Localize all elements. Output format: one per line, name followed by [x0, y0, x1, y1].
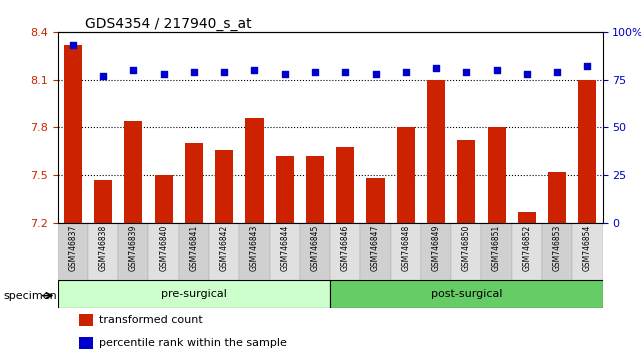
Bar — [154, 175, 172, 223]
Text: GSM746845: GSM746845 — [310, 225, 319, 271]
Bar — [518, 212, 536, 223]
Bar — [58, 223, 88, 280]
Bar — [481, 223, 512, 280]
Text: GSM746852: GSM746852 — [522, 225, 531, 271]
Bar — [330, 223, 360, 280]
Bar — [58, 280, 330, 308]
Bar — [548, 172, 566, 223]
Text: pre-surgical: pre-surgical — [161, 289, 227, 299]
Point — [98, 73, 108, 79]
Text: GSM746853: GSM746853 — [553, 225, 562, 271]
Bar — [276, 156, 294, 223]
Point — [370, 71, 381, 77]
Point — [492, 67, 502, 73]
Text: GSM746837: GSM746837 — [69, 225, 78, 271]
Text: GSM746839: GSM746839 — [129, 225, 138, 271]
Bar — [88, 223, 118, 280]
Bar — [209, 223, 239, 280]
Bar — [427, 80, 445, 223]
Point — [340, 69, 351, 75]
Bar — [390, 223, 421, 280]
Text: transformed count: transformed count — [99, 315, 203, 325]
Bar — [124, 121, 142, 223]
Point — [158, 71, 169, 77]
Bar — [360, 223, 390, 280]
Text: GSM746851: GSM746851 — [492, 225, 501, 271]
Bar — [179, 223, 209, 280]
Bar — [185, 143, 203, 223]
Bar — [488, 127, 506, 223]
Bar — [542, 223, 572, 280]
Point — [461, 69, 471, 75]
Bar — [239, 223, 270, 280]
Bar — [578, 80, 597, 223]
Point — [431, 65, 441, 71]
Text: GSM746850: GSM746850 — [462, 225, 471, 271]
Text: GSM746840: GSM746840 — [159, 225, 168, 271]
Bar — [451, 223, 481, 280]
Point — [310, 69, 320, 75]
Point — [552, 69, 562, 75]
Text: GSM746849: GSM746849 — [431, 225, 440, 271]
Bar — [421, 223, 451, 280]
Text: percentile rank within the sample: percentile rank within the sample — [99, 338, 287, 348]
Point — [219, 69, 229, 75]
Bar — [397, 127, 415, 223]
Bar — [330, 280, 603, 308]
Point — [249, 67, 260, 73]
Bar — [457, 140, 476, 223]
Bar — [306, 156, 324, 223]
Bar — [94, 180, 112, 223]
Text: GSM746846: GSM746846 — [341, 225, 350, 271]
Text: post-surgical: post-surgical — [431, 289, 502, 299]
Bar — [367, 178, 385, 223]
Text: GSM746848: GSM746848 — [401, 225, 410, 271]
Text: GSM746844: GSM746844 — [280, 225, 289, 271]
Bar — [572, 223, 603, 280]
Bar — [336, 147, 354, 223]
Text: specimen: specimen — [3, 291, 57, 301]
Point — [128, 67, 138, 73]
Bar — [215, 150, 233, 223]
Text: GSM746843: GSM746843 — [250, 225, 259, 271]
Bar — [246, 118, 263, 223]
Point — [522, 71, 532, 77]
Point — [279, 71, 290, 77]
Text: GSM746854: GSM746854 — [583, 225, 592, 271]
Text: GSM746841: GSM746841 — [189, 225, 199, 271]
Text: GDS4354 / 217940_s_at: GDS4354 / 217940_s_at — [85, 17, 251, 31]
Bar — [63, 45, 82, 223]
Text: GSM746847: GSM746847 — [371, 225, 380, 271]
Text: GSM746842: GSM746842 — [220, 225, 229, 271]
Point — [68, 42, 78, 48]
Point — [401, 69, 411, 75]
Bar — [270, 223, 300, 280]
Bar — [512, 223, 542, 280]
Bar — [79, 337, 93, 349]
Bar — [149, 223, 179, 280]
Point — [188, 69, 199, 75]
Bar — [300, 223, 330, 280]
Bar — [79, 314, 93, 326]
Text: GSM746838: GSM746838 — [99, 225, 108, 271]
Point — [582, 63, 592, 69]
Bar — [118, 223, 149, 280]
